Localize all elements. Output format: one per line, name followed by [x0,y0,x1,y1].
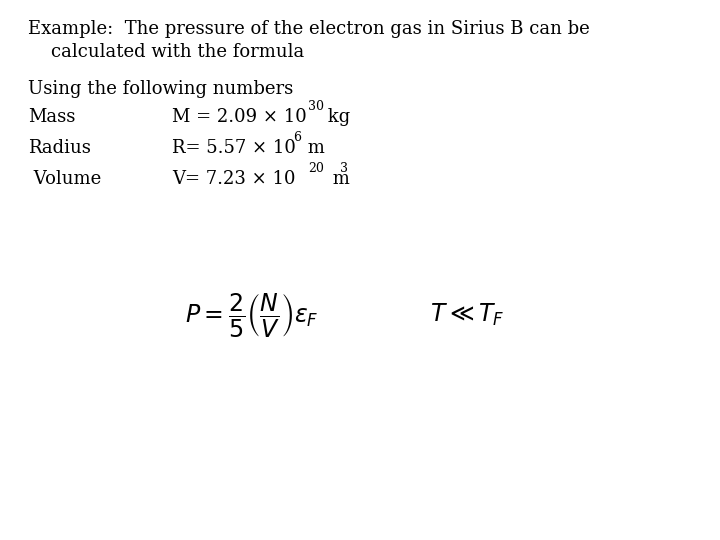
Text: Using the following numbers: Using the following numbers [28,80,293,98]
Text: m: m [302,139,325,157]
Text: Example:  The pressure of the electron gas in Sirius B can be: Example: The pressure of the electron ga… [28,20,590,38]
Text: 3: 3 [340,162,348,175]
Text: V= 7.23 × 10: V= 7.23 × 10 [172,170,295,188]
Text: 20: 20 [308,162,324,175]
Text: Radius: Radius [28,139,91,157]
Text: m: m [327,170,350,188]
Text: R= 5.57 × 10: R= 5.57 × 10 [172,139,296,157]
Text: $T \ll T_F$: $T \ll T_F$ [430,302,505,328]
Text: Mass: Mass [28,108,76,126]
Text: Volume: Volume [28,170,102,188]
Text: M = 2.09 × 10: M = 2.09 × 10 [172,108,307,126]
Text: kg: kg [322,108,350,126]
Text: 30: 30 [308,100,324,113]
Text: 6: 6 [293,131,301,144]
Text: calculated with the formula: calculated with the formula [28,43,305,61]
Text: $P = \dfrac{2}{5}\left(\dfrac{N}{V}\right)\varepsilon_F$: $P = \dfrac{2}{5}\left(\dfrac{N}{V}\righ… [185,291,318,339]
